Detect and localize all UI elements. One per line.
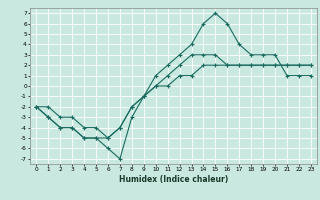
X-axis label: Humidex (Indice chaleur): Humidex (Indice chaleur) xyxy=(119,175,228,184)
